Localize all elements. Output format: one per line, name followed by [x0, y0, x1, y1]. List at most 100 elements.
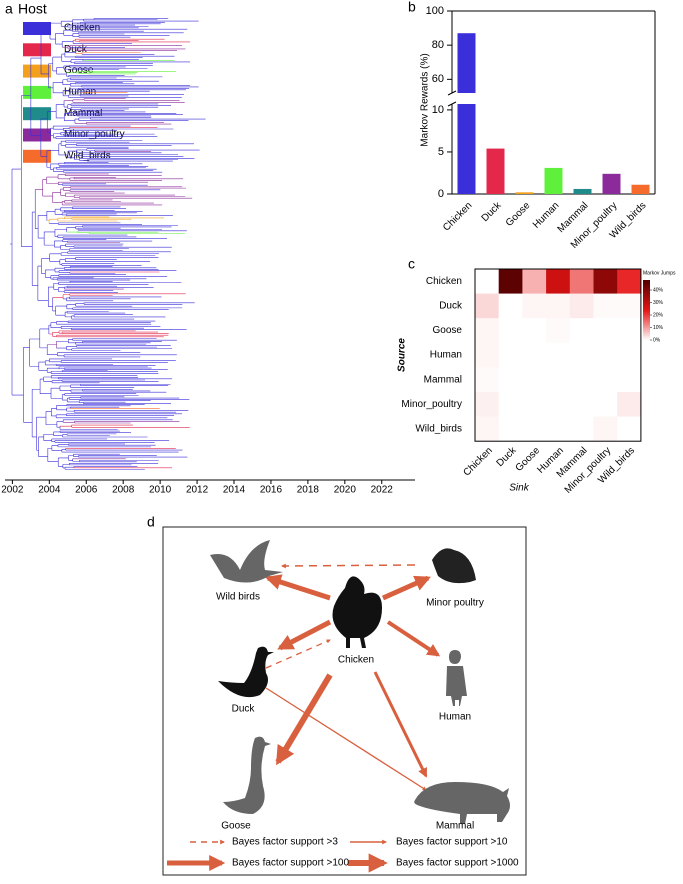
node-label: Human: [439, 712, 471, 723]
x-tick-label: 2010: [149, 485, 172, 496]
legend-title: Host: [18, 1, 47, 17]
bar: [631, 184, 650, 194]
heat-cell: [498, 342, 523, 368]
colorbar-step: [643, 290, 650, 293]
heat-cell: [498, 318, 523, 344]
colorbar-tick-label: 40%: [653, 287, 664, 293]
colorbar-step: [643, 296, 650, 299]
heat-cell: [617, 293, 642, 319]
x-tick-label: 2016: [260, 485, 283, 496]
edges: [167, 563, 441, 873]
y-tick-label: 10: [432, 104, 444, 116]
mammal-icon: [414, 782, 510, 824]
x-tick-label: 2018: [297, 485, 320, 496]
y-axis-title: Markov Rewards (%): [420, 53, 431, 146]
row-label: Mammal: [424, 374, 462, 385]
heat-cell: [617, 416, 642, 442]
row-label: Wild_birds: [415, 424, 462, 435]
bar: [602, 173, 621, 194]
legend-swatch: [23, 85, 51, 99]
node-label: Wild birds: [216, 592, 260, 603]
legend-label: Bayes factor support >1000: [396, 858, 519, 869]
legend-swatch: [23, 64, 51, 78]
colorbar-step: [643, 338, 650, 341]
heat-cell: [475, 392, 499, 417]
node-label: Minor poultry: [426, 598, 484, 609]
colorbar-step: [643, 312, 650, 315]
legend-label: Bayes factor support >10: [396, 837, 508, 848]
colorbar-step: [643, 320, 650, 323]
x-tick-label: 2006: [75, 485, 98, 496]
heat-cell: [498, 293, 523, 319]
duck-icon: [218, 646, 274, 698]
edge: [265, 687, 427, 791]
heat-cell: [498, 269, 523, 294]
panel-frame: [162, 526, 527, 876]
heat-cell: [522, 318, 547, 344]
chicken-icon: [332, 576, 382, 648]
heat-cell: [475, 416, 499, 442]
heat-cell: [593, 318, 618, 344]
edge: [381, 575, 431, 601]
heat-cell: [569, 269, 594, 294]
goose-icon: [223, 736, 271, 814]
edge: [281, 563, 416, 569]
panel-label: c: [408, 256, 415, 272]
colorbar-step: [643, 310, 650, 313]
legend-swatch: [23, 107, 51, 121]
column-label: Chicken: [462, 445, 495, 478]
colorbar-step: [643, 334, 650, 337]
heat-cell: [546, 367, 571, 393]
legend-label: Goose: [64, 65, 94, 76]
legend-swatch: [23, 128, 51, 142]
colorbar-step: [643, 330, 650, 333]
silhouettes: [210, 540, 510, 824]
legend-label: Bayes factor support >100: [232, 858, 349, 869]
heat-cell: [546, 269, 571, 294]
panel-label: d: [147, 514, 155, 530]
colorbar-tick-label: 20%: [653, 312, 664, 318]
edge: [277, 619, 332, 651]
heat-cell: [593, 342, 618, 368]
colorbar-step: [643, 322, 650, 325]
y-axis-title: Source: [397, 338, 408, 372]
colorbar-step: [643, 292, 650, 295]
x-tick-label: 2004: [38, 485, 61, 496]
edge: [373, 671, 428, 778]
colorbar-step: [643, 314, 650, 317]
legend-label: Bayes factor support >3: [232, 837, 338, 848]
row-label: Duck: [439, 301, 463, 312]
x-tick-label: 2014: [223, 485, 246, 496]
heat-cell: [569, 342, 594, 368]
heat-cell: [593, 392, 618, 417]
colorbar-step: [643, 288, 650, 291]
tree-branch: [46, 216, 165, 224]
heat-cell: [522, 342, 547, 368]
wild-bird-icon: [210, 540, 283, 583]
row-label: Chicken: [426, 276, 462, 287]
x-tick-label: 2020: [334, 485, 357, 496]
y-tick-label: 60: [432, 73, 444, 85]
x-tick-label: 2022: [371, 485, 394, 496]
legend-swatch: [23, 22, 51, 35]
tree-branch: [48, 38, 191, 469]
colorbar-step: [643, 326, 650, 329]
edge: [265, 639, 331, 669]
heat-cell: [569, 392, 594, 417]
heat-cell: [546, 318, 571, 344]
y-tick-label: 5: [438, 146, 444, 158]
colorbar-step: [643, 316, 650, 319]
row-label: Minor_poultry: [401, 399, 462, 410]
colorbar-tick-label: 0%: [653, 337, 661, 343]
heat-cell: [569, 293, 594, 319]
x-tick-label: 2008: [112, 485, 135, 496]
legend-label: Duck: [64, 44, 88, 55]
colorbar-step: [643, 332, 650, 335]
colorbar-step: [643, 308, 650, 311]
tree-branch: [35, 45, 193, 460]
x-tick-label: 2012: [186, 485, 209, 496]
colorbar-step: [643, 284, 650, 287]
panel-label: b: [408, 0, 416, 15]
legend-swatch: [23, 43, 51, 57]
